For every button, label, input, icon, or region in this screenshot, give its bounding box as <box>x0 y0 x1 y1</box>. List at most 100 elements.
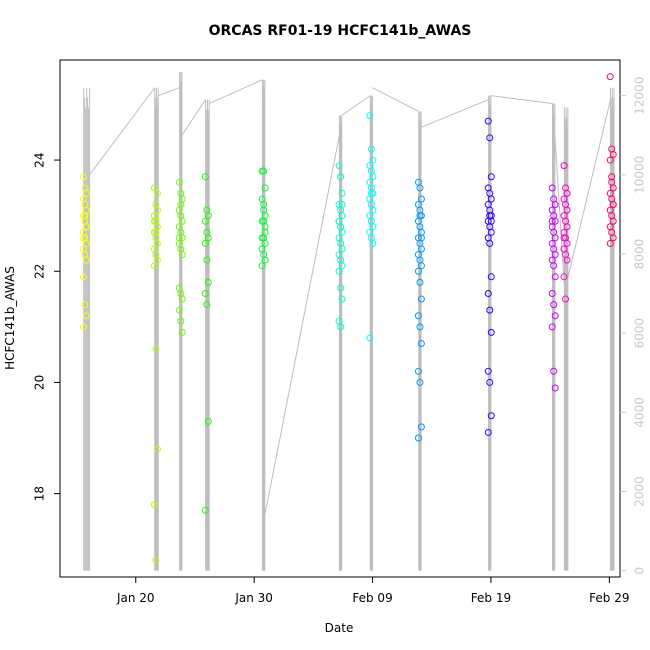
data-point <box>153 445 161 453</box>
series-rf07 <box>366 112 377 342</box>
data-point <box>606 239 614 247</box>
data-point <box>551 234 559 242</box>
data-point <box>484 117 492 125</box>
data-point <box>369 156 377 164</box>
data-point <box>369 206 377 214</box>
series-rf01 <box>79 173 90 331</box>
data-point <box>338 228 346 236</box>
data-point <box>366 112 374 120</box>
data-point <box>150 217 158 225</box>
data-point <box>261 239 269 247</box>
data-point <box>609 151 617 159</box>
altitude-flight-trace-6 <box>338 115 343 571</box>
data-point <box>369 223 377 231</box>
series-rf10 <box>548 184 559 392</box>
data-point <box>417 340 425 348</box>
data-point <box>338 245 346 253</box>
data-point <box>551 312 559 320</box>
data-point <box>261 256 269 264</box>
data-point <box>150 184 158 192</box>
altitude-flight-trace-5 <box>261 79 266 571</box>
altitude-transit-line-1 <box>89 87 156 176</box>
series-rf06 <box>335 162 346 331</box>
data-point <box>486 134 494 142</box>
data-point <box>82 256 90 264</box>
data-point <box>338 212 346 220</box>
data-point <box>563 239 571 247</box>
data-point <box>484 428 492 436</box>
data-point <box>551 273 559 281</box>
data-point <box>178 217 186 225</box>
data-point <box>487 173 495 181</box>
data-point <box>484 289 492 297</box>
data-point <box>548 217 556 225</box>
data-point <box>551 251 559 259</box>
series-rf12 <box>606 73 617 247</box>
chart-title: ORCAS RF01-19 HCFC141b_AWAS <box>209 23 472 39</box>
altitude-transit-line-2 <box>158 87 180 97</box>
y-axis: 18 20 22 24 <box>33 152 60 501</box>
data-point <box>563 256 571 264</box>
x-tick-label: Jan 20 <box>116 591 155 605</box>
data-point <box>204 278 212 286</box>
data-point <box>487 412 495 420</box>
y2-tick-label: 2000 <box>633 476 647 507</box>
altitude-transit-line-8 <box>420 99 489 128</box>
data-point <box>260 201 268 209</box>
data-point <box>563 189 571 197</box>
data-point <box>414 367 422 375</box>
data-point <box>551 201 559 209</box>
data-point <box>550 367 558 375</box>
y-tick-label: 22 <box>33 264 47 279</box>
data-point <box>201 217 209 225</box>
data-point <box>152 556 160 564</box>
data-point <box>79 234 87 242</box>
data-point <box>414 267 422 275</box>
data-point <box>414 434 422 442</box>
data-point <box>153 206 161 214</box>
data-point <box>417 295 425 303</box>
data-point <box>337 323 345 331</box>
series-rf08 <box>414 178 425 442</box>
data-point <box>416 278 424 286</box>
data-point <box>417 423 425 431</box>
data-point <box>204 234 212 242</box>
data-point <box>487 328 495 336</box>
x-tick-label: Jan 30 <box>234 591 273 605</box>
data-point <box>338 262 346 270</box>
data-point <box>551 384 559 392</box>
data-point <box>177 201 185 209</box>
data-point <box>550 262 558 270</box>
data-point <box>79 273 87 281</box>
data-point <box>606 156 614 164</box>
data-point <box>335 267 343 275</box>
y-tick-label: 18 <box>33 486 47 501</box>
x-tick-label: Feb 19 <box>471 591 511 605</box>
data-point <box>178 234 186 242</box>
altitude-transit-line-4 <box>208 79 263 105</box>
altitude-transit-line-7 <box>372 87 419 112</box>
data-point <box>175 178 183 186</box>
x-axis: Jan 20 Jan 30 Feb 09 Feb 19 Feb 29 <box>116 577 630 605</box>
data-point <box>417 245 425 253</box>
series-rf11 <box>560 162 571 303</box>
altitude-transit-line-3 <box>181 99 207 136</box>
altitude-flight-trace-4 <box>205 99 210 571</box>
altitude-transit-line-10 <box>554 135 565 286</box>
y2-tick-label: 0 <box>633 567 647 575</box>
data-point <box>487 228 495 236</box>
data-point <box>560 273 568 281</box>
data-point <box>82 312 90 320</box>
data-point <box>486 306 494 314</box>
y2-tick-label: 4000 <box>633 397 647 428</box>
x-axis-label: Date <box>325 621 354 635</box>
data-point <box>150 501 158 509</box>
y-axis-label: HCFC141b_AWAS <box>3 266 17 370</box>
data-point <box>548 323 556 331</box>
altitude-flight-trace-11 <box>563 107 569 571</box>
data-point <box>484 367 492 375</box>
y-tick-label: 24 <box>33 152 47 167</box>
data-point <box>153 256 161 264</box>
